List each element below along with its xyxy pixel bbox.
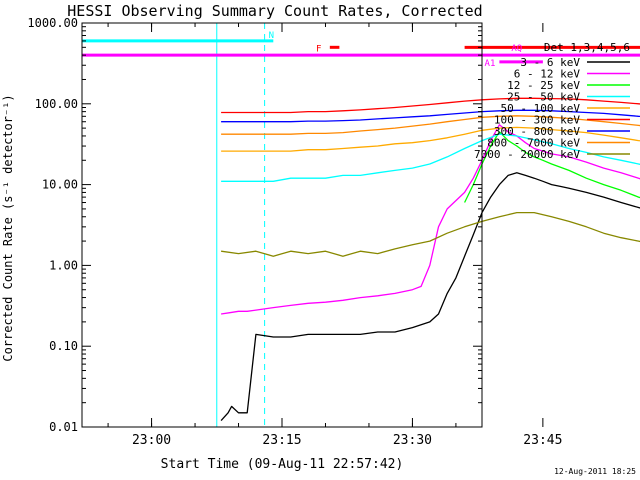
legend-label-2: 12 - 25 keV	[507, 79, 580, 92]
legend-label-7: 800 - 7000 keV	[487, 137, 580, 150]
legend-label-1: 6 - 12 keV	[514, 68, 581, 81]
legend-label-4: 50 - 100 keV	[501, 102, 581, 115]
series-line-8	[221, 211, 640, 257]
observing-flags: N F AQ A1	[82, 31, 640, 69]
y-tick-label-5: 1000.00	[27, 16, 78, 30]
y-axis-ticks: 0.01 0.10 1.00 10.00 100.00 1000.00	[27, 16, 482, 434]
series-line-2	[464, 131, 640, 203]
series-line-1	[221, 124, 640, 315]
legend-label-8: 7000 - 20000 keV	[474, 148, 580, 161]
chart-title: HESSI Observing Summary Count Rates, Cor…	[67, 2, 482, 20]
legend-label-3: 25 - 50 keV	[507, 91, 580, 104]
series-line-4	[221, 126, 640, 152]
series-line-3	[221, 133, 640, 182]
series-lines	[220, 97, 640, 422]
x-tick-label-2: 23:30	[393, 433, 432, 448]
y-tick-label-1: 0.10	[49, 339, 78, 353]
y-tick-label-2: 1.00	[49, 258, 78, 272]
flag-label-4: A1	[485, 59, 496, 69]
y-tick-label-0: 0.01	[49, 420, 78, 434]
x-tick-label-3: 23:45	[523, 433, 562, 448]
y-tick-label-3: 10.00	[42, 178, 78, 192]
x-axis-label: Start Time (09-Aug-11 22:57:42)	[161, 457, 404, 472]
series-line-7	[221, 115, 640, 135]
flag-label-2: F	[316, 44, 321, 54]
flag-label-3: AQ	[511, 44, 522, 54]
y-tick-label-4: 100.00	[35, 97, 78, 111]
series-line-5	[221, 97, 640, 114]
legend-label-6: 300 - 800 keV	[494, 125, 580, 138]
y-axis-label: Corrected Count Rate (s⁻¹ detector⁻¹)	[1, 94, 15, 361]
legend-title: Det 1,3,4,5,6	[544, 41, 630, 54]
timestamp: 12-Aug-2011 18:25	[554, 467, 636, 476]
series-line-6	[221, 109, 640, 123]
flag-label-0: N	[269, 31, 274, 41]
legend-label-5: 100 - 300 keV	[494, 114, 580, 127]
x-tick-label-1: 23:15	[262, 433, 301, 448]
series-line-0	[220, 172, 640, 422]
legend-label-0: 3 - 6 keV	[520, 56, 580, 69]
vertical-markers	[216, 23, 266, 427]
x-tick-label-0: 23:00	[132, 433, 171, 448]
